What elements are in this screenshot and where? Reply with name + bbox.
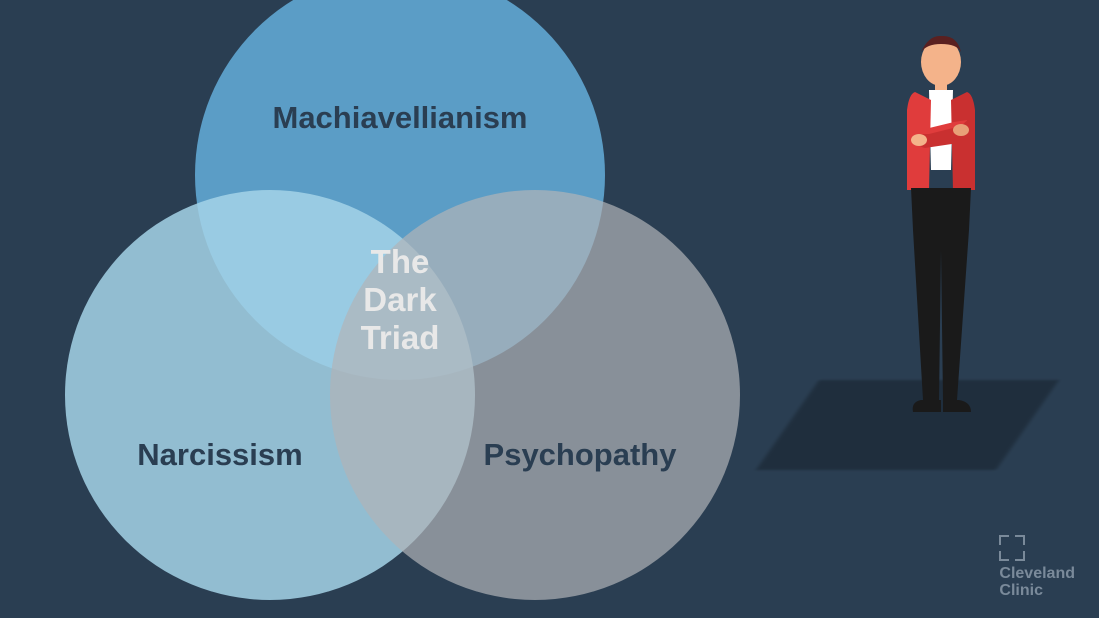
venn-label-psychopathy: Psychopathy [484,437,677,473]
branding-logo: Cleveland Clinic [999,535,1075,600]
shoe-right [943,400,971,412]
venn-center-label: TheDarkTriad [361,243,440,357]
brand-line2: Clinic [999,582,1043,600]
venn-label-narcissism: Narcissism [137,437,302,473]
hand-left [911,134,927,146]
shoe-left [913,400,941,412]
pants [911,188,971,400]
logo-icon [999,535,1025,561]
brand-line1: Cleveland [999,565,1075,583]
person-illustration [859,30,1019,420]
venn-label-machiavellianism: Machiavellianism [272,100,527,136]
hand-right [953,124,969,136]
